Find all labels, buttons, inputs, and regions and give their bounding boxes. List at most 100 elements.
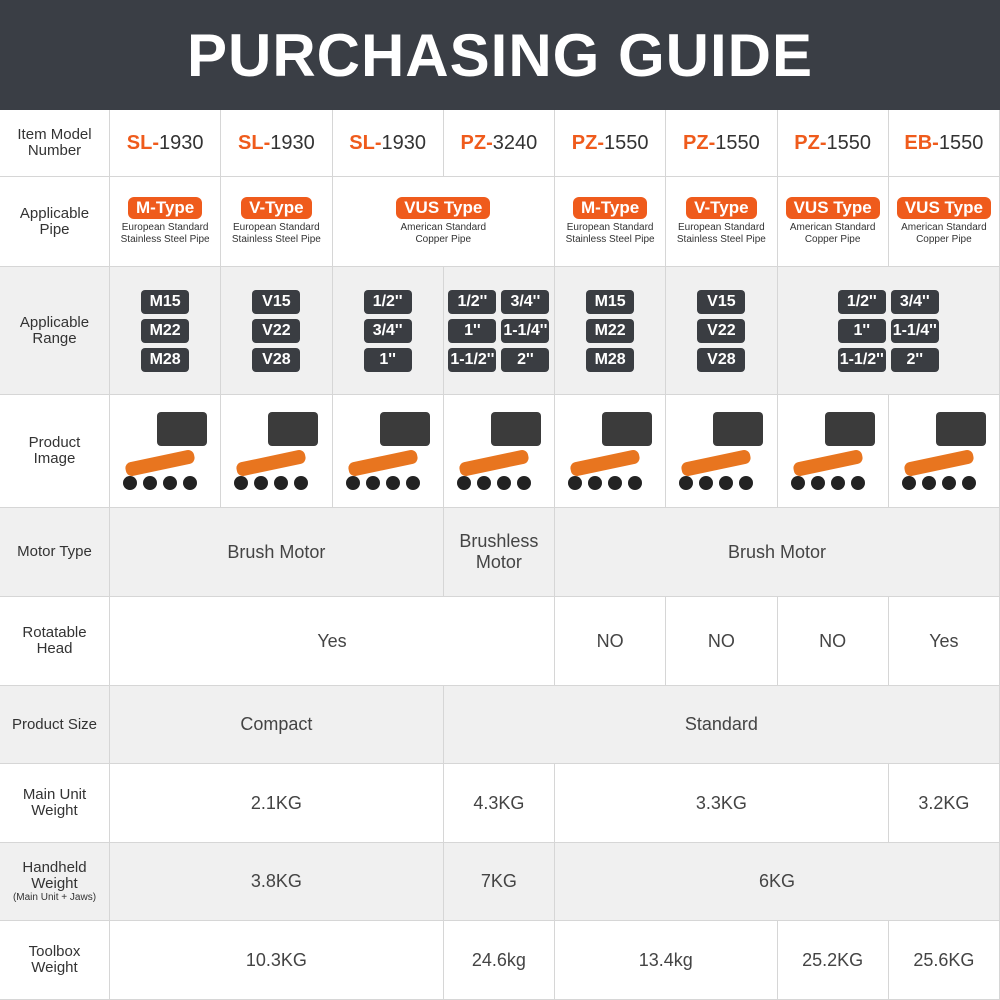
table-cell: EB-1550	[888, 110, 1000, 177]
row-label: Main Unit Weight	[22, 786, 87, 819]
cell-value: 7KG	[480, 871, 517, 891]
table-cell: 6KG	[555, 843, 1000, 921]
range-badge: 2''	[501, 347, 550, 372]
row-label: Product Size	[11, 715, 98, 733]
table-cell	[221, 395, 333, 508]
jaw	[476, 476, 491, 490]
jaw	[123, 476, 138, 490]
table-cell: 3.3KG	[555, 764, 889, 843]
pipe-type: V-Type	[241, 197, 312, 219]
table-cell	[110, 395, 222, 508]
table-cell: Compact	[110, 686, 444, 764]
product-image	[340, 406, 436, 496]
jaw	[254, 476, 269, 490]
range-badge: M28	[586, 347, 635, 372]
range-badge: 1/2''	[448, 289, 497, 314]
range-badge: 3/4''	[363, 318, 412, 343]
model-number: 1550	[603, 131, 649, 154]
table-cell: Brushless Motor	[443, 508, 555, 597]
model-number: 1930	[158, 131, 204, 154]
row-label-cell: Item Model Number	[0, 110, 110, 177]
table-cell	[555, 395, 667, 508]
range-badge: 1-1/4''	[890, 318, 939, 343]
range-badge: 2''	[890, 347, 939, 372]
tool	[680, 448, 753, 478]
table-cell: PZ-1550	[777, 110, 889, 177]
badge-group: V15 V22 V28	[697, 289, 746, 372]
jaw	[568, 476, 583, 490]
pipe-desc: European Standard Stainless Steel Pipe	[120, 222, 210, 245]
cell-value: 3.3KG	[695, 792, 747, 813]
jaw	[921, 476, 936, 490]
range-badge: 1-1/2''	[448, 347, 497, 372]
row-label-cell: Toolbox Weight	[0, 921, 110, 1000]
row-label: Applicable Pipe	[19, 204, 90, 238]
jaw	[810, 476, 825, 490]
row-label-cell: Product Size	[0, 686, 110, 764]
badge-group: M15 M22 M28	[141, 289, 190, 372]
model-number: 1550	[826, 131, 871, 154]
jaw	[850, 476, 865, 490]
row-label: Item Model Number	[17, 126, 92, 159]
jaw	[183, 476, 198, 490]
cell-value: 25.2KG	[802, 949, 864, 970]
jaw	[901, 476, 916, 490]
range-badge: 1''	[363, 347, 412, 372]
cell-value: Brush Motor	[727, 541, 827, 562]
tool	[903, 448, 975, 478]
jaw	[496, 476, 511, 490]
cell-value: 13.4kg	[638, 949, 693, 970]
table-cell: NO	[666, 597, 778, 686]
pipe-desc: European Standard Stainless Steel Pipe	[231, 222, 321, 245]
row-label: Product Image	[28, 434, 81, 467]
table-cell: M15 M22 M28	[110, 267, 222, 395]
pipe-desc: American Standard Copper Pipe	[901, 222, 987, 245]
case	[935, 412, 986, 446]
table-cell: 13.4kg	[555, 921, 778, 1000]
table-cell	[332, 395, 444, 508]
model: EB-1550	[904, 132, 983, 155]
model: PZ-1550	[794, 132, 871, 155]
table-cell: 1/2'' 3/4'' 1'' 1-1/4'' 1-1/2'' 2''	[443, 267, 555, 395]
cell-value: 2.1KG	[250, 792, 302, 813]
badge-group: 1/2'' 3/4'' 1''	[363, 289, 412, 372]
table-cell: NO	[555, 597, 667, 686]
cell-value: 10.3KG	[245, 949, 307, 970]
table-cell: 24.6kg	[443, 921, 555, 1000]
table-cell: 3.2KG	[888, 764, 1000, 843]
table-cell: Standard	[443, 686, 1000, 764]
jaw	[961, 476, 976, 490]
row-label: Motor Type	[17, 543, 92, 560]
pipe-type: VUS Type	[896, 197, 991, 219]
table-cell: 4.3KG	[443, 764, 555, 843]
product-image	[451, 406, 547, 496]
product-image	[896, 406, 992, 496]
table-cell: SL-1930	[110, 110, 222, 177]
model: PZ-1550	[572, 132, 649, 155]
cell-value: 3.8KG	[250, 871, 302, 891]
cell-value: Brushless Motor	[459, 531, 539, 572]
model: PZ-1550	[683, 132, 760, 155]
table-cell: Brush Motor	[555, 508, 1000, 597]
range-badge: M28	[141, 347, 190, 372]
range-badge: V22	[697, 318, 746, 343]
jaw	[385, 476, 400, 490]
product-image	[673, 406, 769, 496]
case	[713, 412, 764, 446]
table-cell	[443, 395, 555, 508]
cell-value: NO	[819, 630, 847, 651]
case	[490, 412, 541, 446]
jaw	[739, 476, 754, 490]
table-cell: Yes	[888, 597, 1000, 686]
jaw	[143, 476, 158, 490]
model: PZ-3240	[461, 132, 538, 155]
row-label-cell: Motor Type	[0, 508, 110, 597]
table-cell	[666, 395, 778, 508]
table-cell: V-Type European Standard Stainless Steel …	[666, 177, 778, 267]
jaw	[588, 476, 603, 490]
jaw	[234, 476, 249, 490]
jaw	[628, 476, 643, 490]
table-cell: 25.6KG	[888, 921, 1000, 1000]
table-cell: 10.3KG	[110, 921, 444, 1000]
case	[379, 412, 430, 446]
